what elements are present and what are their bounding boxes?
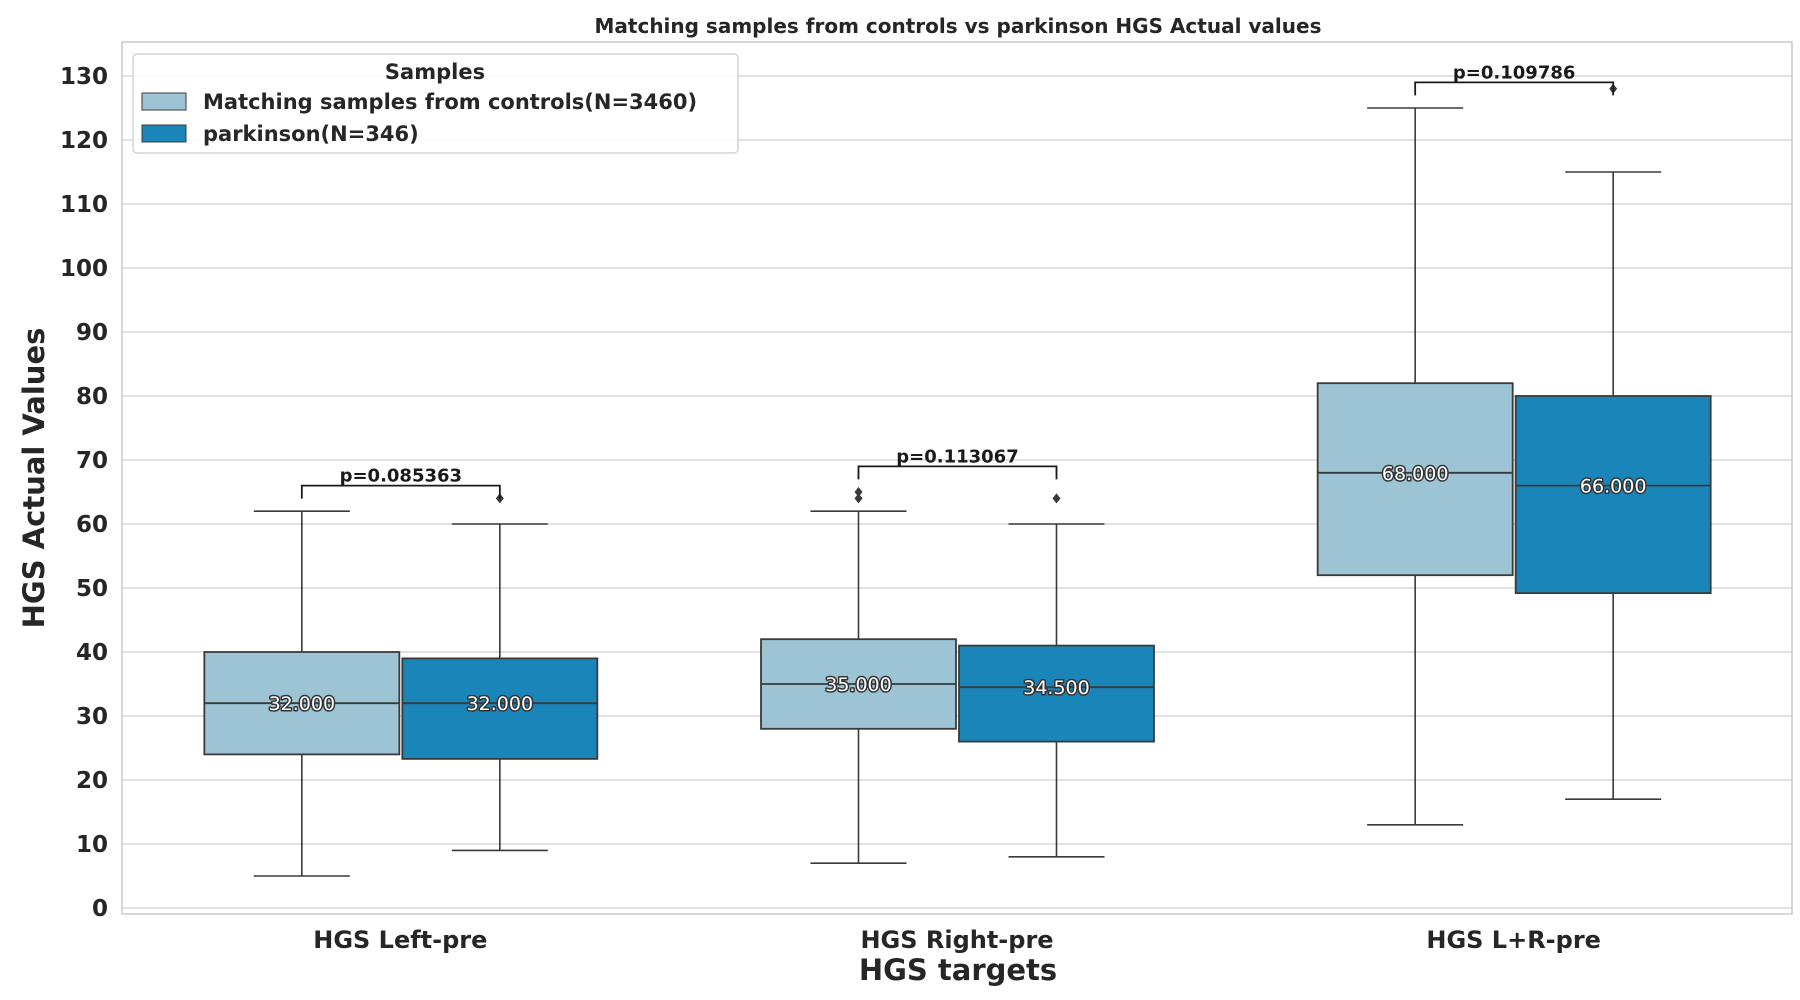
p-value-annotation: p=0.085363: [300, 466, 501, 499]
y-tick-label: 20: [76, 768, 108, 794]
plot-area: 32.000 35.000 68.000 32.000 34.500 66.000 p=0.…: [203, 62, 1712, 877]
median-value-label: 35.000: [825, 674, 891, 696]
axes: 0 10 20 30 40 50 60 70 80 90 100 110 120 130 HGS Left-…: [60, 41, 1793, 954]
x-tick-label: HGS Left-pre: [313, 926, 487, 954]
outlier-point: [854, 493, 863, 504]
legend-title: Samples: [385, 60, 485, 84]
p-value-label: p=0.085363: [340, 466, 462, 487]
significance-bracket: [300, 484, 501, 499]
iqr-box: [958, 644, 1155, 743]
y-tick-label: 50: [76, 576, 108, 602]
box-0-0: 32.000: [203, 510, 401, 877]
significance-bracket: [857, 465, 1058, 480]
y-tick-label: 130: [60, 64, 108, 90]
box-1-2: 66.000: [1514, 83, 1712, 801]
legend-frame: [132, 53, 739, 154]
p-value-label: p=0.109786: [1453, 62, 1575, 83]
y-tick-label: 0: [92, 896, 108, 922]
legend: Samples Matching samples from controls(N…: [132, 53, 739, 154]
outlier-point: [854, 487, 863, 497]
box-1-1: 34.500: [958, 493, 1155, 858]
y-tick-label: 120: [60, 128, 108, 154]
iqr-box: [1514, 395, 1712, 595]
legend-swatch-parkinson: [141, 124, 187, 143]
x-tick-label: HGS L+R-pre: [1426, 926, 1601, 954]
median-value-label: 32.000: [467, 693, 533, 715]
median-value-label: 66.000: [1580, 476, 1646, 498]
box-1-0: 32.000: [401, 493, 599, 852]
y-tick-label: 40: [76, 640, 108, 666]
p-value-annotation: p=0.113067: [857, 446, 1058, 480]
p-value-label: p=0.113067: [896, 446, 1018, 467]
legend-entry-parkinson: parkinson(N=346): [203, 122, 419, 146]
legend-entry-controls: Matching samples from controls(N=3460): [203, 90, 697, 114]
plot-frame: [121, 41, 1793, 915]
significance-bracket: [1414, 81, 1615, 96]
iqr-box: [1316, 382, 1514, 577]
legend-swatch-controls: [141, 92, 187, 111]
grid-lines: [122, 75, 1792, 909]
p-value-annotation: p=0.109786: [1414, 62, 1615, 96]
x-tick-label: HGS Right-pre: [860, 926, 1053, 954]
median-value-label: 32.000: [269, 693, 335, 715]
chart-title: Matching samples from controls vs parkin…: [595, 14, 1322, 38]
y-axis-label: HGS Actual Values: [17, 328, 51, 629]
median-value-label: 34.500: [1023, 677, 1089, 699]
y-tick-label: 80: [76, 384, 108, 410]
outlier-point: [1052, 493, 1061, 504]
y-tick-label: 60: [76, 512, 108, 538]
y-tick-label: 110: [60, 192, 108, 218]
y-tick-label: 70: [76, 448, 108, 474]
y-tick-label: 100: [60, 256, 108, 282]
x-axis-label: HGS targets: [859, 953, 1057, 987]
iqr-box: [401, 657, 599, 760]
y-tick-label: 30: [76, 704, 108, 730]
box-0-1: 35.000: [760, 487, 957, 865]
y-tick-label: 10: [76, 832, 108, 858]
median-value-label: 68.000: [1382, 463, 1448, 485]
box-0-2: 68.000: [1316, 107, 1514, 826]
y-tick-label: 90: [76, 320, 108, 346]
